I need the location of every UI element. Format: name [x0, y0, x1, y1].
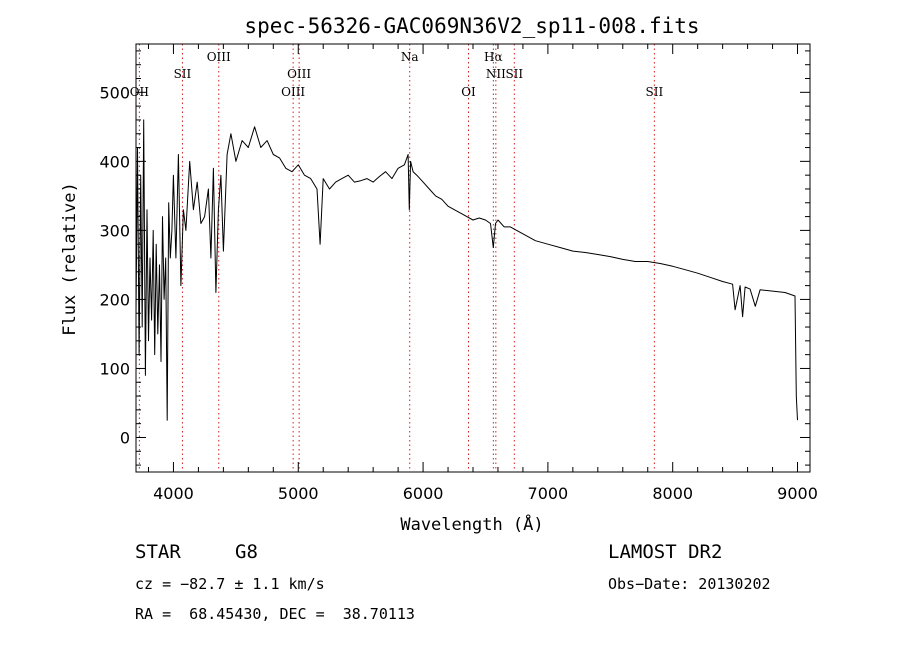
x-tick-label: 6000 — [403, 484, 444, 503]
emission-line-label: NII — [486, 67, 506, 81]
object-subclass: G8 — [235, 541, 258, 563]
y-tick-label: 100 — [99, 359, 130, 378]
y-tick-label: 400 — [99, 152, 130, 171]
y-axis-ticks: 0 100 200 300 400 500 — [99, 50, 810, 466]
x-tick-label: 7000 — [528, 484, 569, 503]
emission-line-label: SII — [174, 67, 192, 81]
emission-line-label: OIII — [287, 67, 311, 81]
y-tick-label: 0 — [120, 428, 130, 447]
emission-line-label: Na — [401, 50, 419, 64]
coordinates: RA = 68.45430, DEC = 38.70113 — [135, 605, 415, 623]
x-tick-label: 5000 — [278, 484, 319, 503]
emission-line-label: SII — [505, 67, 523, 81]
emission-line-label: OI — [461, 85, 476, 99]
redshift-velocity: cz = −82.7 ± 1.1 km/s — [135, 575, 325, 593]
emission-line-label: OIII — [207, 50, 231, 64]
observation-date: Obs−Date: 20130202 — [608, 575, 771, 593]
y-tick-label: 200 — [99, 290, 130, 309]
spectrum-series — [135, 119, 798, 421]
x-axis-label: Wavelength (Å) — [400, 513, 543, 535]
emission-line-label: Hα — [484, 50, 503, 64]
emission-line-label: SII — [646, 85, 664, 99]
x-tick-label: 4000 — [153, 484, 194, 503]
x-axis-ticks: 4000 5000 6000 7000 8000 9000 — [147, 44, 818, 503]
chart-title: spec-56326-GAC069N36V2_sp11-008.fits — [244, 14, 699, 38]
y-tick-label: 500 — [99, 83, 130, 102]
x-tick-label: 9000 — [777, 484, 818, 503]
x-tick-label: 8000 — [652, 484, 693, 503]
y-tick-label: 300 — [99, 221, 130, 240]
object-class: STAR — [135, 541, 181, 563]
series-line-flux — [135, 119, 798, 421]
y-axis-label: Flux (relative) — [60, 182, 80, 336]
survey-name: LAMOST DR2 — [608, 541, 723, 563]
emission-line-label: OIII — [281, 85, 305, 99]
plot-frame — [135, 43, 811, 473]
